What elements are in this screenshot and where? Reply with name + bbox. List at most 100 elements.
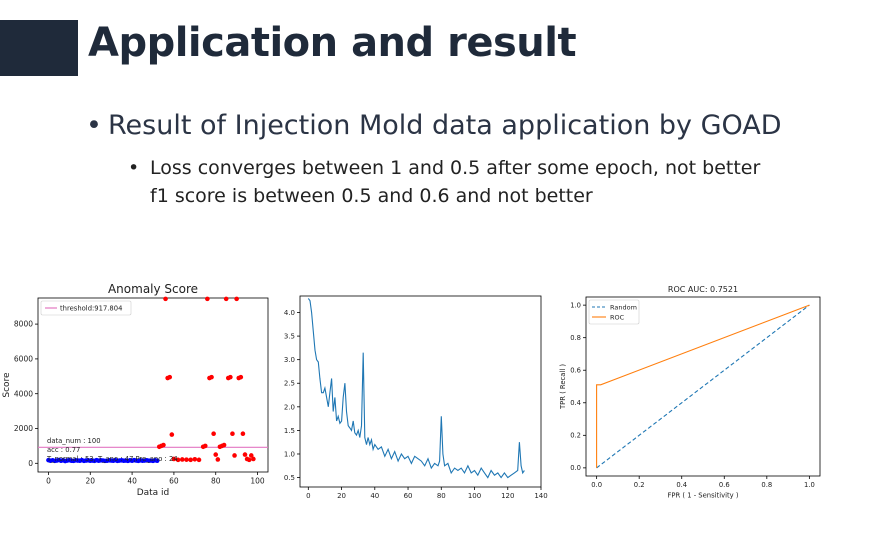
anomaly-point	[163, 296, 168, 302]
y-tick-label: 8000	[14, 320, 33, 329]
slide-title: Application and result	[88, 20, 577, 66]
main-bullet-text: Result of Injection Mold data applicatio…	[108, 110, 782, 141]
y-tick-label: 2000	[14, 424, 33, 433]
anomaly-score-chart: 0 20 40 60 80 100 0 2000 4000 6000 8000 Anomaly Sco…	[0, 280, 275, 500]
sub-bullet-line-2: f1 score is between 0.5 and 0.6 and not …	[150, 185, 593, 207]
y-tick-label: 0	[28, 459, 33, 468]
y-tick-label: 0.6	[570, 367, 581, 375]
y-tick-label: 4000	[14, 389, 33, 398]
y-tick-label: 3.0	[284, 356, 295, 364]
plot-frame	[585, 296, 821, 477]
y-tick-label: 1.0	[570, 302, 581, 310]
legend-box	[40, 300, 132, 316]
anomaly-point	[192, 456, 198, 462]
roc-series-random	[596, 304, 810, 469]
y-tick-label: 6000	[14, 355, 33, 364]
roc-series-roc	[596, 304, 810, 468]
anomaly-point	[184, 457, 189, 462]
anomaly-point	[242, 452, 248, 457]
anomaly-point	[175, 457, 181, 463]
anomaly-point	[251, 456, 256, 462]
anomaly-point	[223, 296, 229, 302]
loss-curve-svg: 0 20 40 60 80 100 120 140 0.5 1.0 1.5 2.0 2.5 3.0 3.5 4…	[284, 295, 548, 500]
x-tick-label: 100	[250, 477, 265, 486]
legend-threshold-label: threshold:917.804	[60, 305, 122, 313]
anomaly-point	[213, 452, 219, 457]
x-tick-label: 40	[127, 477, 137, 486]
anomaly-point	[228, 374, 233, 380]
anomaly-point	[240, 431, 246, 437]
loss-curve-chart: 0 20 40 60 80 100 120 140 0.5 1.0 1.5 2.0 2.5 3.0 3.5 4…	[276, 280, 552, 500]
x-tick-label: 20	[337, 492, 346, 500]
y-tick-label: 0.5	[284, 474, 295, 482]
x-axis-label: FPR ( 1 - Sensitivity )	[668, 492, 739, 500]
anomaly-point	[188, 457, 193, 463]
normal-point	[154, 458, 160, 463]
y-tick-label: 1.0	[284, 450, 295, 458]
anomaly-point	[230, 431, 235, 437]
x-tick-label: 1.0	[804, 481, 815, 489]
y-tick-label: 1.5	[284, 427, 295, 435]
y-tick-label: 4.0	[284, 309, 295, 317]
stats-annotation: data_num : 100	[47, 437, 101, 445]
y-tick-label: 2.5	[284, 380, 295, 388]
loss-series-line	[307, 298, 525, 479]
anomaly-point	[232, 453, 237, 458]
anomaly-point	[211, 431, 216, 437]
legend-label: Random	[610, 304, 637, 312]
anomaly-point	[234, 296, 239, 302]
anomaly-score-svg: 0 20 40 60 80 100 0 2000 4000 6000 8000 Anomaly Sco…	[2, 282, 269, 498]
x-tick-label: 0	[306, 492, 310, 500]
anomaly-point	[209, 374, 214, 380]
x-tick-label: 60	[404, 492, 413, 500]
sub-bullet: • Loss converges between 1 and 0.5 after…	[128, 154, 760, 210]
anomaly-point	[179, 457, 185, 462]
stats-annotation: acc : 0.77	[47, 446, 80, 454]
anomaly-point	[161, 442, 166, 448]
plot-frame	[37, 297, 269, 473]
chart-title: Anomaly Score	[108, 282, 198, 296]
y-tick-label: 2.0	[284, 403, 295, 411]
x-tick-label: 80	[211, 477, 221, 486]
main-bullet: • Result of Injection Mold data applicati…	[86, 110, 782, 141]
roc-curve-chart: 0.0 0.2 0.4 0.6 0.8 1.0 0.0 0.2 0.4 0.6 0.8 1.0 ROC …	[553, 280, 828, 500]
x-axis-label: Data id	[137, 488, 170, 498]
sub-bullet-line-1: Loss converges between 1 and 0.5 after s…	[150, 157, 761, 179]
anomaly-point	[196, 457, 202, 463]
y-tick-label: 0.2	[570, 432, 581, 440]
plot-frame	[299, 295, 542, 488]
y-axis-label: TPR ( Recall )	[559, 364, 567, 410]
y-tick-label: 0.4	[570, 399, 581, 407]
x-tick-label: 0.0	[591, 481, 602, 489]
legend-box	[588, 299, 640, 325]
x-tick-label: 80	[437, 492, 446, 500]
x-tick-label: 60	[169, 477, 179, 486]
y-tick-label: 3.5	[284, 333, 295, 341]
stats-annotation: T_normal : 53, T_ano : 47,Pre_ano : 24	[46, 455, 178, 463]
roc-curve-svg: 0.0 0.2 0.4 0.6 0.8 1.0 0.0 0.2 0.4 0.6 0.8 1.0 ROC …	[559, 285, 821, 500]
y-tick-label: 0.8	[570, 334, 581, 342]
anomaly-point	[238, 374, 244, 380]
x-tick-label: 20	[85, 477, 95, 486]
y-tick-label: 0.0	[570, 464, 581, 472]
anomaly-point	[171, 456, 177, 462]
x-tick-label: 0	[46, 477, 51, 486]
anomaly-point	[167, 374, 173, 380]
x-tick-label: 0.6	[719, 481, 730, 489]
anomaly-point	[221, 442, 227, 448]
legend-label: ROC	[610, 314, 625, 322]
bullet-glyph: •	[86, 110, 102, 141]
x-tick-label: 0.4	[676, 481, 687, 489]
anomaly-point	[215, 457, 221, 462]
x-tick-label: 140	[534, 492, 547, 500]
title-accent-block	[0, 20, 78, 76]
x-tick-label: 0.2	[634, 481, 645, 489]
y-axis-label: Score	[2, 372, 12, 398]
sub-bullet-glyph: •	[128, 157, 140, 179]
anomaly-point	[246, 457, 252, 463]
x-tick-label: 100	[468, 492, 481, 500]
x-tick-label: 120	[501, 492, 514, 500]
anomaly-point	[169, 432, 175, 437]
anomaly-point	[202, 443, 208, 449]
anomaly-point	[205, 296, 210, 302]
